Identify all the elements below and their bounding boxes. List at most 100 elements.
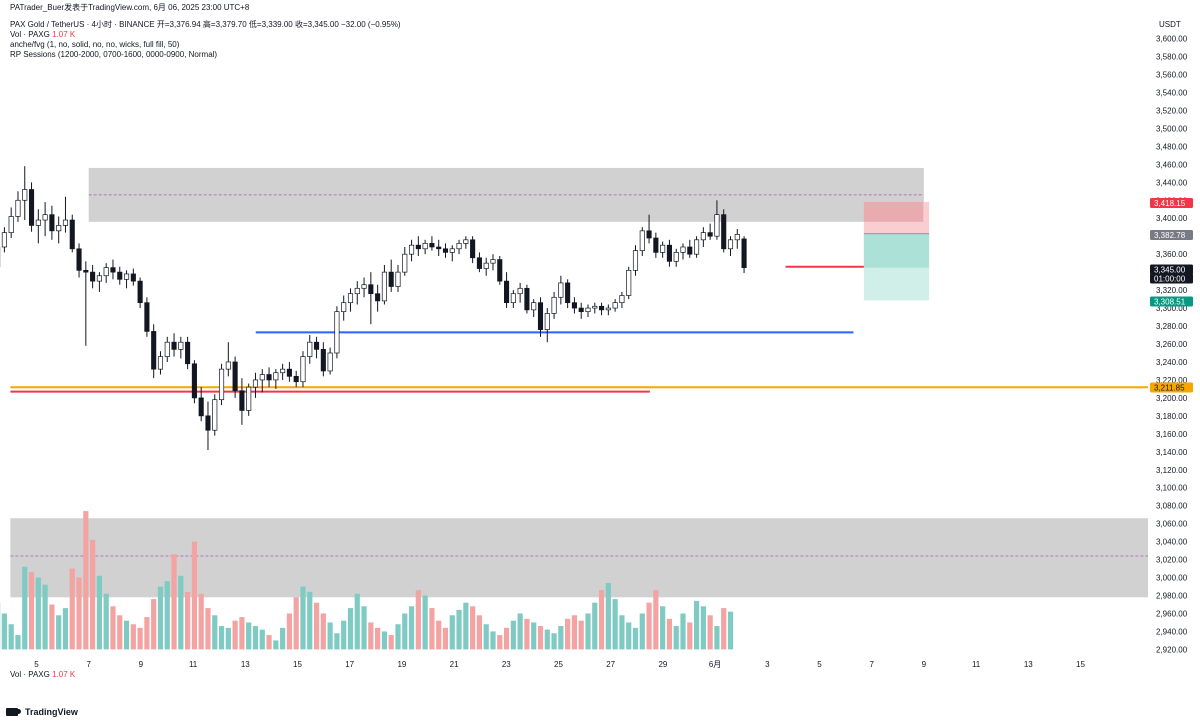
candle-body	[531, 302, 537, 311]
volume-bar	[178, 575, 184, 650]
volume-bar	[62, 608, 69, 650]
price-label-badge[interactable]	[1150, 382, 1193, 393]
volume-bar	[415, 590, 421, 650]
volume-bar	[436, 620, 442, 650]
price-label-badge[interactable]	[1150, 230, 1193, 240]
volume-bar	[565, 618, 571, 650]
volume-bar	[646, 602, 652, 650]
volume-bar	[191, 541, 198, 650]
price-tick-label: 3,060.00	[1156, 520, 1188, 529]
candle-body	[680, 246, 686, 253]
candle-body	[191, 363, 197, 399]
volume-bar	[714, 626, 720, 650]
candle-body	[734, 234, 740, 241]
price-tick-label: 3,600.00	[1156, 35, 1188, 44]
stop-loss-zone[interactable]	[863, 201, 930, 234]
volume-bar	[537, 626, 544, 650]
candle-body	[463, 239, 469, 244]
candle-body	[35, 219, 41, 226]
candle-body	[470, 239, 476, 259]
volume-bar	[69, 568, 75, 650]
price-label-badge[interactable]	[1150, 198, 1193, 208]
volume-bar	[483, 624, 489, 650]
time-tick-label: 17	[345, 660, 354, 669]
volume-bar	[110, 606, 116, 650]
candle-body	[252, 379, 259, 388]
candle-body	[320, 349, 326, 372]
candle-body	[497, 259, 503, 282]
volume-bar	[632, 627, 639, 650]
candle-body	[225, 361, 231, 370]
volume-bar	[598, 590, 605, 650]
time-tick-label: 27	[606, 660, 615, 669]
candle-body	[510, 293, 516, 304]
volume-legend[interactable]: Vol · PAXG 1.07 K	[10, 30, 75, 40]
price-tick-label: 3,300.00	[1156, 304, 1188, 313]
symbol-legend[interactable]: PAX Gold / TetherUS · 4小时 · BINANCE 开=3,…	[10, 20, 401, 29]
volume-bar	[354, 593, 360, 650]
volume-bar	[35, 577, 41, 650]
price-axis-unit: USDT	[1159, 20, 1181, 29]
time-tick-label: 19	[397, 660, 406, 669]
time-tick-label: 9	[139, 660, 144, 669]
indicator-sessions-legend[interactable]: RP Sessions (1200-2000, 0700-1600, 0000-…	[10, 50, 218, 59]
volume-bar	[185, 591, 191, 650]
candle-body	[687, 246, 693, 255]
candle-body	[592, 305, 598, 309]
volume-bar	[707, 615, 713, 650]
price-label-text: 01:00:00	[1154, 275, 1186, 284]
volume-legend-label: Vol · PAXG	[10, 30, 50, 39]
candle-body	[504, 280, 510, 304]
volume-pane-legend[interactable]: Vol · PAXG 1.07 K	[10, 670, 75, 680]
candle-body	[551, 296, 557, 314]
candle-body	[205, 415, 211, 431]
candle-body	[612, 302, 618, 309]
candle-body	[442, 248, 449, 253]
candle-body	[259, 374, 265, 381]
price-axis[interactable]: USDT 3,600.00 3,580.00 3,560.00 3,540.00 3,52…	[1150, 20, 1193, 654]
price-tick-label: 3,240.00	[1156, 358, 1188, 367]
volume-bar	[157, 586, 164, 650]
price-label-badge[interactable]	[1150, 296, 1193, 307]
volume-bar	[558, 626, 564, 650]
candle-body	[22, 189, 28, 201]
candle-body	[266, 374, 272, 381]
candle-body	[341, 302, 347, 313]
candle-body	[646, 230, 652, 239]
price-tick-label: 2,980.00	[1156, 592, 1188, 601]
volume-bar	[42, 584, 48, 650]
price-tick-label: 3,460.00	[1156, 160, 1188, 169]
volume-bar	[327, 622, 333, 650]
time-tick-label: 23	[502, 660, 511, 669]
candle-body	[164, 341, 170, 357]
candle-body	[395, 271, 401, 287]
indicator-fvg-legend[interactable]: anche/fvg (1, no, solid, no, no, wicks, …	[10, 40, 180, 49]
price-tick-label: 3,560.00	[1156, 71, 1188, 80]
candle-body	[90, 271, 96, 282]
price-tick-label: 3,500.00	[1156, 124, 1188, 133]
candle-body	[449, 248, 455, 253]
author-line: PATrader_Buer发表于TradingView.com, 6月 06, …	[10, 3, 250, 12]
candle-body	[721, 214, 727, 250]
volume-bar	[28, 572, 35, 650]
time-axis[interactable]: 5 7 9 11 13 15 17 19 21 23 25 27 29 6月 3 5 7 9 11 13 15	[34, 660, 1085, 669]
price-tick-label: 3,540.00	[1156, 88, 1188, 97]
volume-zone	[10, 518, 1148, 598]
volume-bar	[612, 599, 618, 650]
volume-bar	[15, 635, 21, 650]
price-label-badge[interactable]	[1150, 264, 1193, 275]
tradingview-logo[interactable]: TradingView	[6, 707, 78, 717]
volume-bar	[463, 602, 469, 650]
volume-bar	[307, 591, 313, 650]
candle-body	[660, 244, 666, 253]
volume-bar	[476, 615, 483, 650]
time-tick-label: 9	[922, 660, 927, 669]
volume-bar	[375, 627, 381, 650]
price-label-badge[interactable]	[1150, 273, 1193, 284]
volume-bar	[96, 575, 103, 650]
time-tick-label: 15	[1076, 660, 1085, 669]
volume-bar	[673, 626, 679, 650]
position-tool[interactable]	[863, 201, 930, 301]
candle-body	[707, 232, 713, 237]
